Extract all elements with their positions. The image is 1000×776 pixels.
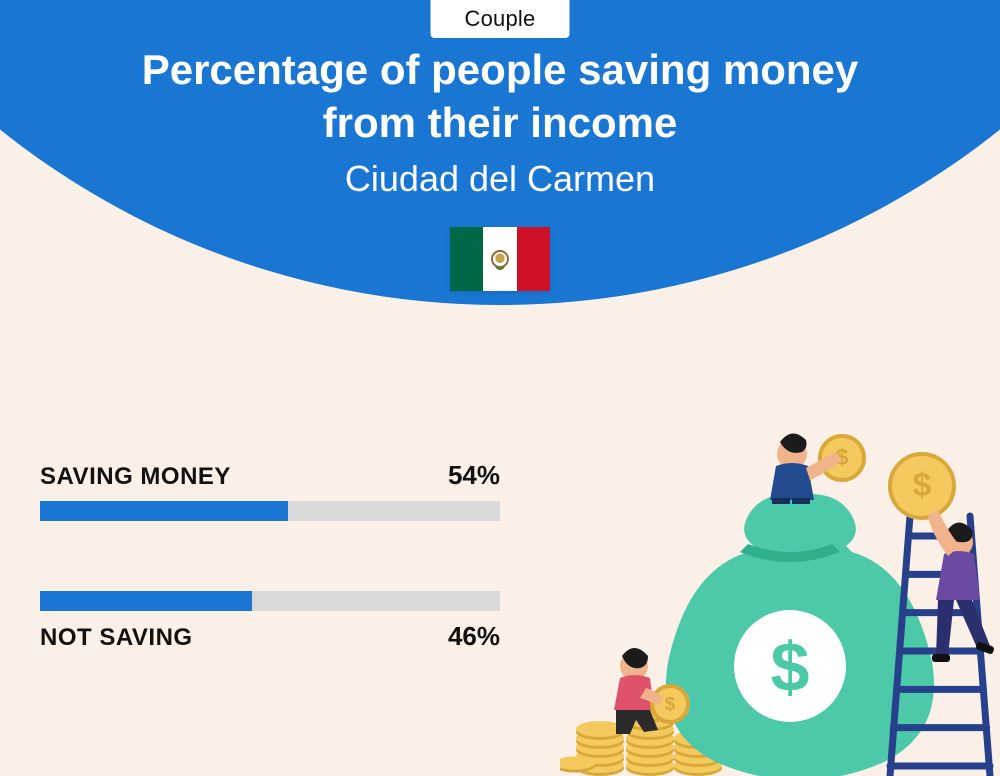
bars-chart: SAVING MONEY 54% NOT SAVING 46% [40,460,500,722]
bar-value: 54% [448,460,500,491]
svg-text:$: $ [665,694,676,715]
bar-fill [40,501,288,521]
bar-label: NOT SAVING [40,624,193,652]
bar-track [40,591,500,611]
bar-row: SAVING MONEY 54% [40,460,500,521]
bar-label: SAVING MONEY [40,463,231,491]
bar-row: NOT SAVING 46% [40,591,500,652]
mexico-flag-icon [450,227,550,291]
bar-fill [40,591,252,611]
bar-value: 46% [448,621,500,652]
svg-text:$: $ [913,467,932,504]
svg-text:$: $ [771,628,810,706]
savings-illustration: $ $ $ $ [560,416,1000,776]
category-badge: Couple [431,0,570,38]
page-subtitle: Ciudad del Carmen [0,158,1000,200]
page-title: Percentage of people saving money from t… [0,44,1000,149]
bar-track [40,501,500,521]
